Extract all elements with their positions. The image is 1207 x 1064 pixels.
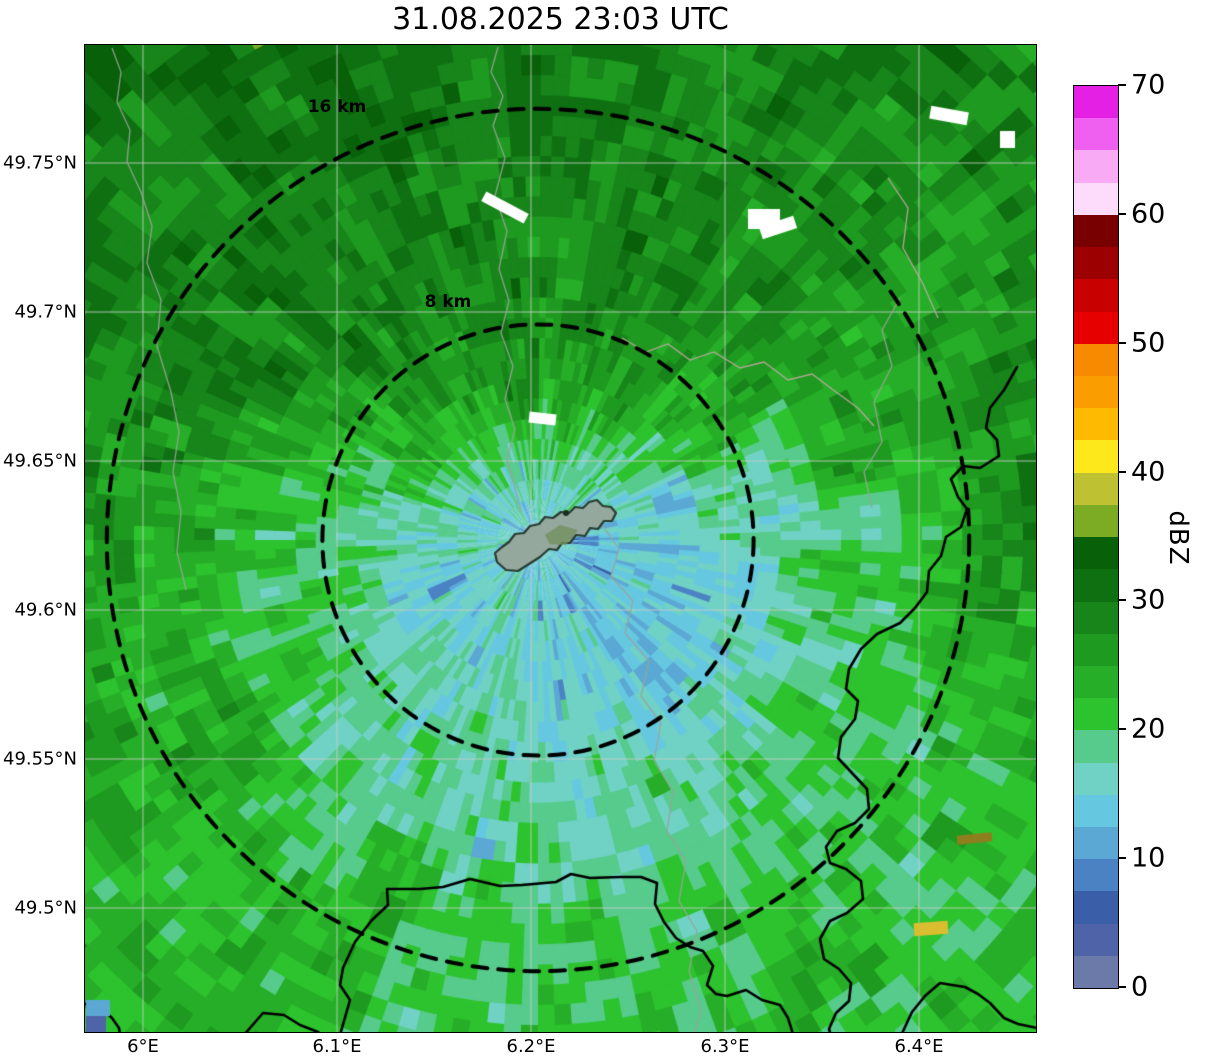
colorbar-tick-label: 10 (1131, 842, 1166, 874)
colorbar-segment (1074, 504, 1118, 538)
colorbar-tick-label: 50 (1131, 327, 1166, 359)
colorbar-segment (1074, 601, 1118, 634)
colorbar-segment (1074, 569, 1118, 602)
radar-map-canvas (85, 45, 1036, 1032)
colorbar-segment (1074, 182, 1118, 215)
plot-title: 31.08.2025 23:03 UTC (392, 2, 729, 37)
colorbar-tick-label: 60 (1131, 198, 1166, 230)
colorbar-segment (1074, 537, 1118, 570)
colorbar-segment (1074, 150, 1118, 183)
colorbar-tick-mark (1118, 599, 1126, 602)
y-axis-tick-label: 49.6°N (14, 599, 77, 621)
y-axis-tick-label: 49.7°N (14, 301, 77, 323)
colorbar-segment (1074, 923, 1118, 956)
range-ring-label: 16 km (307, 97, 367, 117)
y-axis-tick-label: 49.75°N (3, 152, 77, 174)
colorbar-tick-label: 30 (1131, 584, 1166, 616)
colorbar-tick-label: 20 (1131, 713, 1166, 745)
colorbar-segment (1074, 118, 1118, 151)
x-axis-tick-label: 6.4°E (894, 1036, 944, 1057)
x-axis-tick-label: 6.3°E (700, 1036, 750, 1057)
y-axis-tick-label: 49.5°N (14, 897, 77, 919)
colorbar-segment (1074, 762, 1118, 795)
colorbar-segment (1074, 311, 1118, 344)
colorbar-segment (1074, 665, 1118, 699)
colorbar-axis-label: dBZ (1163, 510, 1193, 566)
colorbar-segment (1074, 375, 1118, 409)
colorbar-tick-mark (1118, 341, 1126, 344)
colorbar-segment (1074, 730, 1118, 763)
x-axis-tick-label: 6.2°E (506, 1036, 556, 1057)
x-axis-tick-label: 6°E (127, 1036, 159, 1057)
colorbar-segment (1074, 247, 1118, 280)
colorbar (1073, 85, 1119, 989)
colorbar-tick-mark (1118, 728, 1126, 731)
colorbar-segment (1074, 214, 1118, 248)
map-area: 16 km 8 km (84, 44, 1037, 1033)
colorbar-segment (1074, 698, 1118, 731)
colorbar-tick-mark (1118, 470, 1126, 473)
colorbar-tick-label: 40 (1131, 456, 1166, 488)
x-axis-tick-label: 6.1°E (312, 1036, 362, 1057)
y-axis-tick-label: 49.65°N (3, 450, 77, 472)
y-axis-tick-label: 49.55°N (3, 748, 77, 770)
colorbar-segment (1074, 859, 1118, 892)
colorbar-tick-label: 0 (1131, 971, 1149, 1003)
colorbar-tick-label: 70 (1131, 69, 1166, 101)
colorbar-tick-mark (1118, 84, 1126, 86)
colorbar-tick-mark (1118, 986, 1126, 988)
colorbar-segment (1074, 633, 1118, 666)
colorbar-segment (1074, 408, 1118, 441)
colorbar-segment (1074, 86, 1118, 119)
colorbar-segment (1074, 440, 1118, 473)
colorbar-segment (1074, 794, 1118, 828)
colorbar-segment (1074, 827, 1118, 860)
colorbar-segment (1074, 279, 1118, 312)
colorbar-tick-mark (1118, 212, 1126, 215)
colorbar-segment (1074, 891, 1118, 924)
colorbar-segment (1074, 472, 1118, 505)
colorbar-segment (1074, 343, 1118, 376)
colorbar-tick-mark (1118, 857, 1126, 860)
colorbar-segment (1074, 955, 1118, 989)
range-ring-label: 8 km (424, 292, 472, 312)
